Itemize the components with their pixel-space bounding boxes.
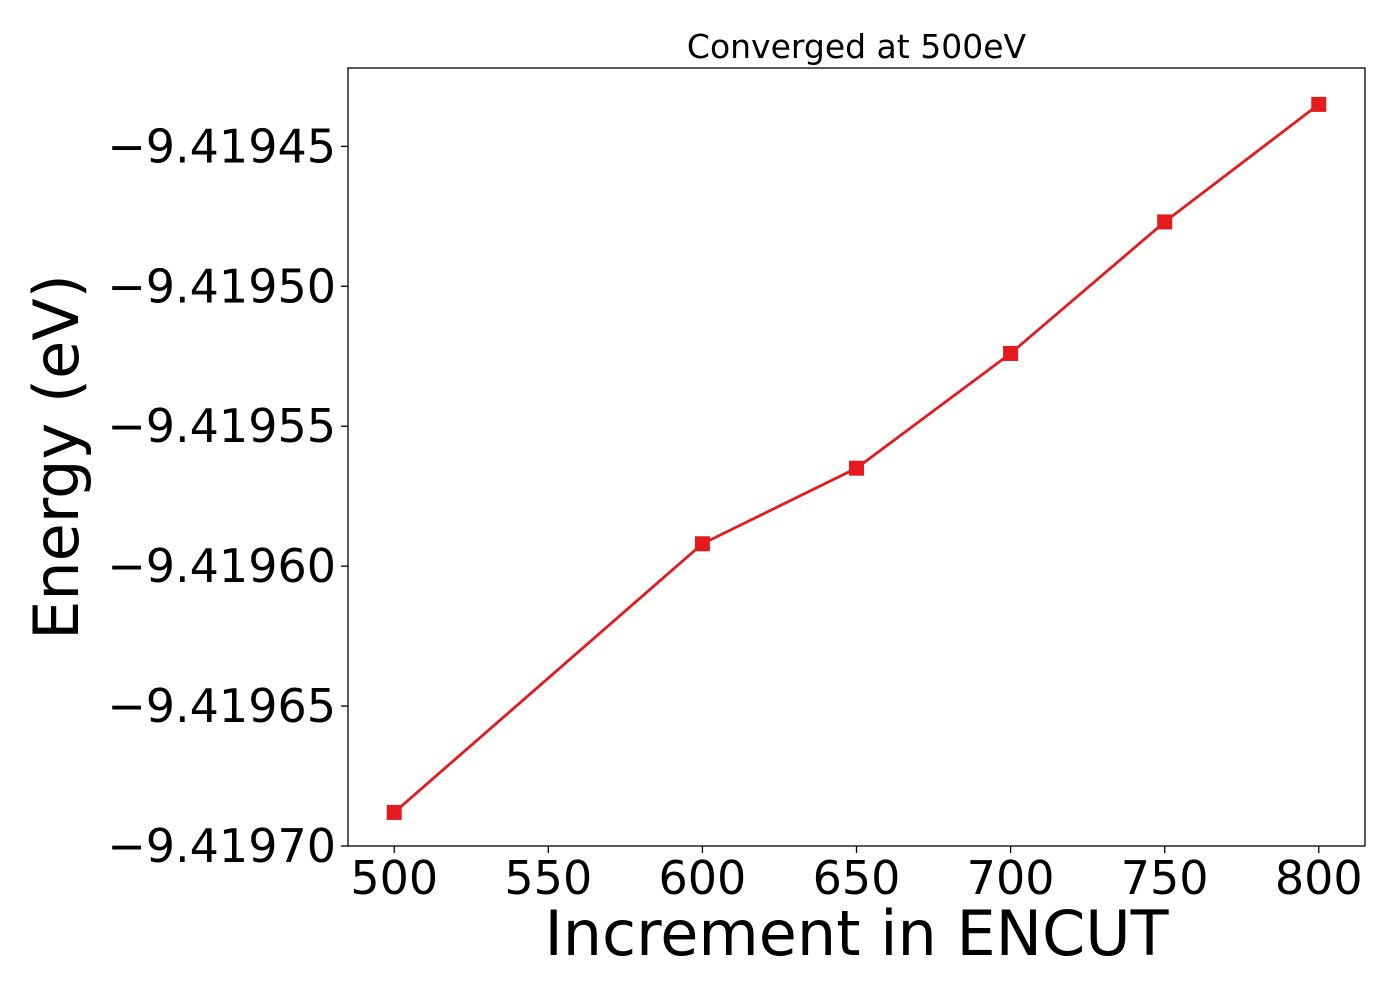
- y-tick-label: −9.41960: [107, 539, 336, 593]
- data-point-marker: [1003, 345, 1019, 361]
- chart-title: Converged at 500eV: [687, 27, 1027, 66]
- y-tick-label: −9.41945: [107, 119, 336, 173]
- x-tick-label: 550: [504, 851, 592, 905]
- y-tick-label: −9.41970: [107, 819, 336, 873]
- x-tick-label: 650: [813, 851, 901, 905]
- x-tick-label: 700: [967, 851, 1055, 905]
- x-tick-label: 800: [1275, 851, 1363, 905]
- data-point-marker: [849, 460, 864, 476]
- x-tick-label: 600: [659, 851, 747, 905]
- data-point-marker: [694, 536, 710, 552]
- x-axis-title: Increment in ENCUT: [544, 897, 1169, 970]
- data-point-marker: [1157, 214, 1173, 230]
- y-tick-label: −9.41950: [107, 259, 336, 313]
- data-point-marker: [386, 804, 402, 820]
- y-tick-label: −9.41955: [107, 399, 336, 453]
- x-axis: 500 550 600 650 700 750 800: [350, 846, 1363, 905]
- y-axis-title: Energy (eV): [20, 274, 93, 640]
- x-tick-label: 500: [350, 851, 438, 905]
- x-tick-label: 750: [1121, 851, 1209, 905]
- data-point-marker: [1311, 96, 1327, 112]
- series-line: [393, 103, 1320, 814]
- y-tick-label: −9.41965: [107, 679, 336, 733]
- y-axis: −9.41945 −9.41950 −9.41955 −9.41960 −9.41965…: [107, 119, 348, 873]
- series-markers: [386, 96, 1327, 820]
